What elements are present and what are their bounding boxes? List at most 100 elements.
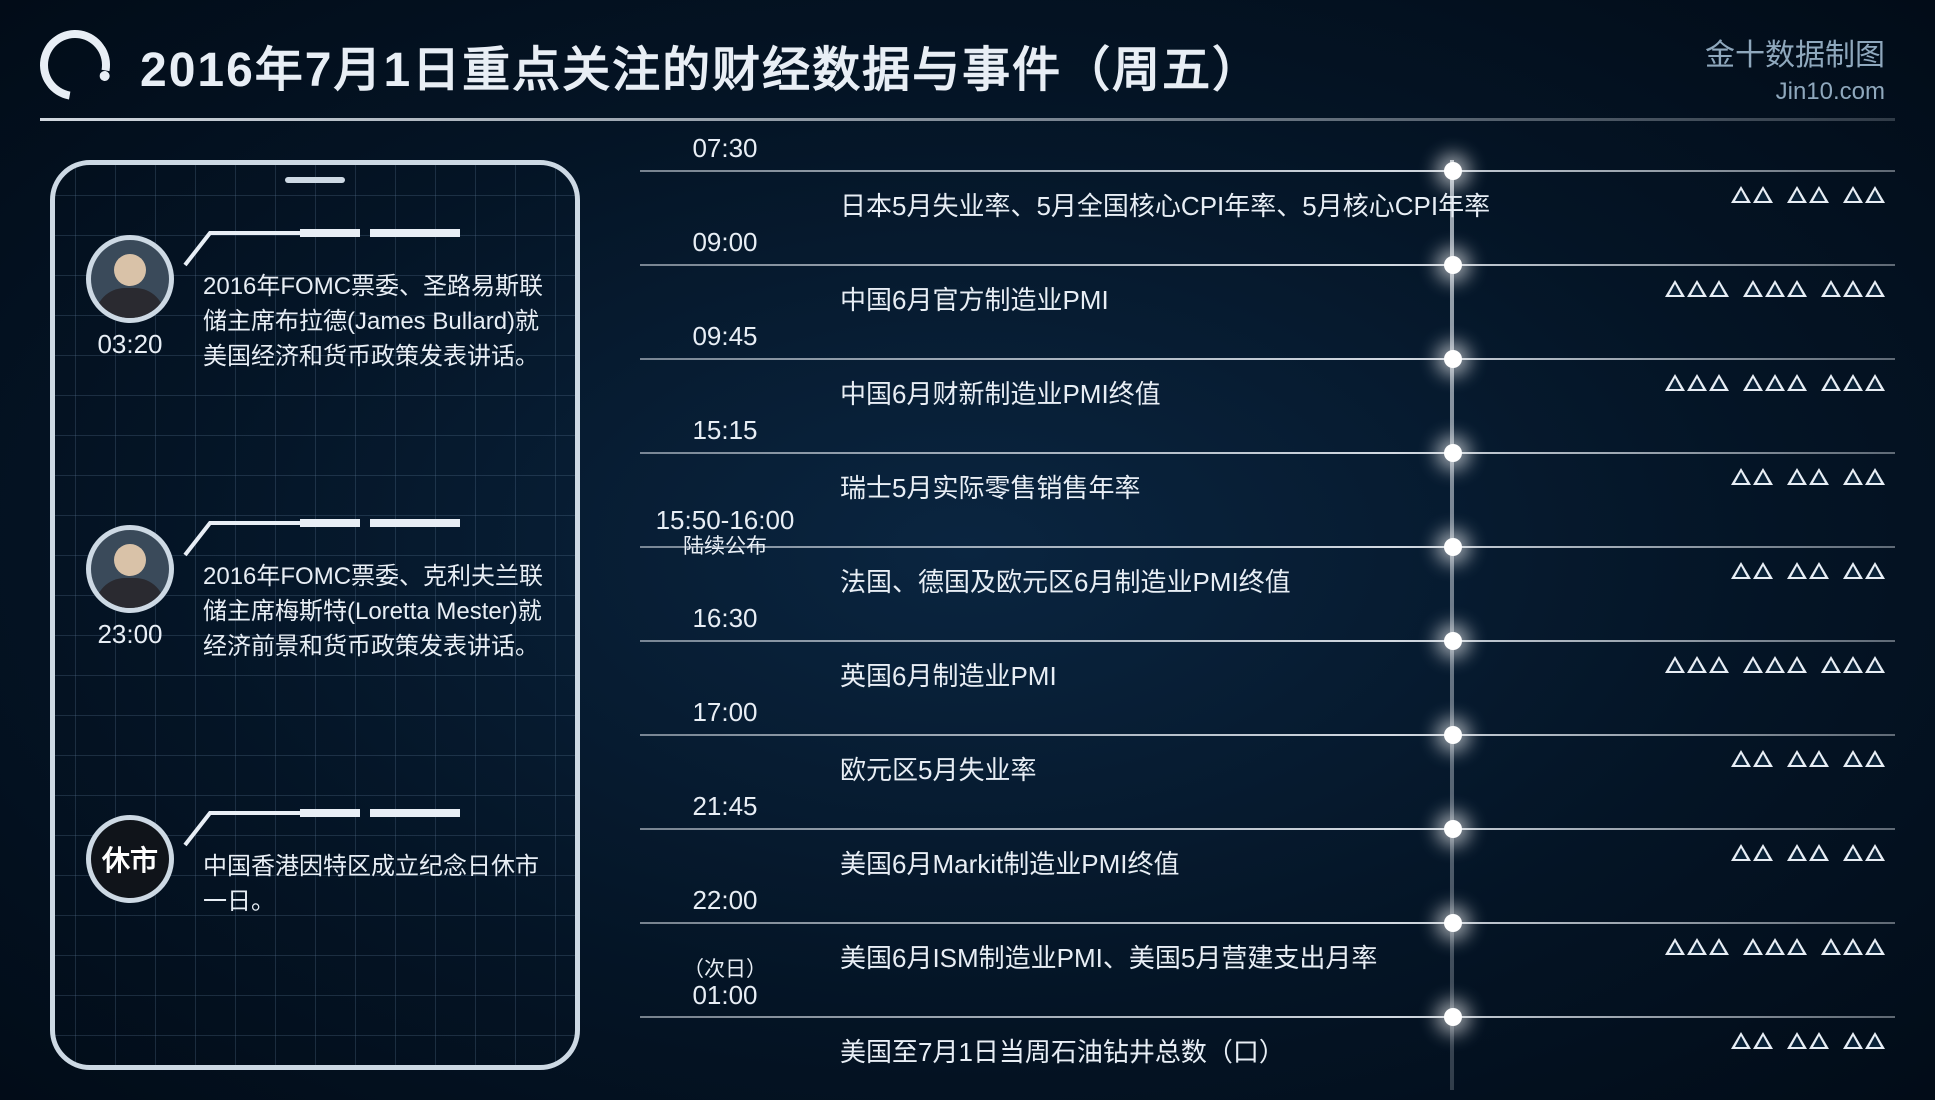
timeline-row-desc: 欧元区5月失业率: [840, 750, 1036, 787]
rating-group: [1787, 844, 1829, 861]
triangle-icon: [1787, 750, 1807, 767]
rating-group: [1665, 656, 1729, 673]
triangle-icon: [1687, 938, 1707, 955]
triangle-icon: [1787, 844, 1807, 861]
timeline-row-rating: [1731, 468, 1885, 485]
timeline: 07:30日本5月失业率、5月全国核心CPI年率、5月核心CPI年率09:00 中…: [640, 140, 1895, 1090]
triangle-icon: [1787, 656, 1807, 673]
rating-group: [1743, 656, 1807, 673]
timeline-row-time: 15:15: [640, 416, 810, 445]
triangle-icon: [1765, 938, 1785, 955]
header-underline: [40, 118, 1895, 121]
timeline-row-rating: [1731, 1032, 1885, 1049]
timeline-row-line: [640, 358, 1895, 360]
timeline-row-desc: 中国6月官方制造业PMI: [840, 280, 1109, 317]
timeline-row-desc: 美国6月ISM制造业PMI、美国5月营建支出月率: [840, 938, 1377, 975]
triangle-icon: [1843, 280, 1863, 297]
triangle-icon: [1787, 938, 1807, 955]
brand-block: 金十数据制图 Jin10.com: [1705, 30, 1885, 106]
triangle-icon: [1865, 468, 1885, 485]
triangle-icon: [1843, 374, 1863, 391]
timeline-row-rating: [1665, 938, 1885, 955]
triangle-icon: [1753, 750, 1773, 767]
triangle-icon: [1809, 844, 1829, 861]
triangle-icon: [1843, 656, 1863, 673]
timeline-node-icon: [1444, 632, 1462, 650]
timeline-row-desc: 中国6月财新制造业PMI终值: [840, 374, 1161, 411]
triangle-icon: [1743, 280, 1763, 297]
rating-group: [1787, 750, 1829, 767]
holiday-badge-icon: 休市: [86, 815, 174, 903]
rating-group: [1731, 844, 1773, 861]
triangle-icon: [1787, 374, 1807, 391]
rating-group: [1843, 844, 1885, 861]
triangle-icon: [1809, 186, 1829, 203]
timeline-row-rating: [1665, 656, 1885, 673]
triangle-icon: [1821, 656, 1841, 673]
rating-group: [1731, 562, 1773, 579]
triangle-icon: [1753, 562, 1773, 579]
triangle-icon: [1843, 468, 1863, 485]
timeline-row-line: [640, 1016, 1895, 1018]
side-panel: 03:202016年FOMC票委、圣路易斯联储主席布拉德(James Bulla…: [50, 160, 580, 1070]
triangle-icon: [1709, 374, 1729, 391]
rating-group: [1843, 750, 1885, 767]
rating-group: [1787, 186, 1829, 203]
brand-en: Jin10.com: [1705, 78, 1885, 106]
page-title: 2016年7月1日重点关注的财经数据与事件（周五）: [140, 30, 1262, 100]
triangle-icon: [1787, 186, 1807, 203]
timeline-row-time: 09:00: [640, 228, 810, 257]
timeline-node-icon: [1444, 538, 1462, 556]
side-event: 23:002016年FOMC票委、克利夫兰联储主席梅斯特(Loretta Mes…: [75, 525, 555, 715]
timeline-row-rating: [1731, 562, 1885, 579]
timeline-row: 16:30英国6月制造业PMI: [640, 610, 1895, 704]
rating-group: [1743, 280, 1807, 297]
rating-group: [1821, 374, 1885, 391]
triangle-icon: [1709, 656, 1729, 673]
timeline-row-line: [640, 452, 1895, 454]
triangle-icon: [1843, 938, 1863, 955]
triangle-icon: [1665, 938, 1685, 955]
triangle-icon: [1753, 844, 1773, 861]
header: 2016年7月1日重点关注的财经数据与事件（周五） 金十数据制图 Jin10.c…: [40, 30, 1895, 100]
triangle-icon: [1665, 280, 1685, 297]
timeline-row-line: [640, 640, 1895, 642]
triangle-icon: [1865, 280, 1885, 297]
triangle-icon: [1865, 186, 1885, 203]
timeline-row-line: [640, 828, 1895, 830]
rating-group: [1821, 656, 1885, 673]
timeline-row-desc: 瑞士5月实际零售销售年率: [840, 468, 1140, 505]
triangle-icon: [1743, 374, 1763, 391]
triangle-icon: [1753, 186, 1773, 203]
triangle-icon: [1753, 1032, 1773, 1049]
side-event-text: 2016年FOMC票委、圣路易斯联储主席布拉德(James Bullard)就美…: [203, 235, 555, 425]
timeline-row-desc: 日本5月失业率、5月全国核心CPI年率、5月核心CPI年率: [840, 186, 1490, 223]
rating-group: [1731, 750, 1773, 767]
triangle-icon: [1865, 750, 1885, 767]
side-event: 03:202016年FOMC票委、圣路易斯联储主席布拉德(James Bulla…: [75, 235, 555, 425]
timeline-node-icon: [1444, 1008, 1462, 1026]
speaker-avatar-icon: [86, 235, 174, 323]
timeline-row-time: 22:00: [640, 886, 810, 915]
rating-group: [1731, 1032, 1773, 1049]
timeline-node-icon: [1444, 726, 1462, 744]
timeline-row: 21:45美国6月Markit制造业PMI终值: [640, 798, 1895, 892]
triangle-icon: [1765, 374, 1785, 391]
triangle-icon: [1687, 280, 1707, 297]
side-event-avatar-col: 03:20: [75, 235, 185, 425]
timeline-row-time: 16:30: [640, 604, 810, 633]
triangle-icon: [1865, 844, 1885, 861]
side-event-avatar-col: 休市: [75, 815, 185, 1005]
timeline-node-icon: [1444, 162, 1462, 180]
timeline-node-icon: [1444, 914, 1462, 932]
timeline-row-time: （次日）01:00: [640, 958, 810, 1010]
rating-group: [1843, 468, 1885, 485]
triangle-icon: [1687, 374, 1707, 391]
timeline-row-rating: [1665, 280, 1885, 297]
timeline-row: 07:30日本5月失业率、5月全国核心CPI年率、5月核心CPI年率: [640, 140, 1895, 234]
timeline-row-desc: 美国至7月1日当周石油钻井总数（口）: [840, 1032, 1285, 1069]
rating-group: [1665, 374, 1729, 391]
connector-icon: [185, 515, 465, 555]
triangle-icon: [1743, 938, 1763, 955]
timeline-row-rating: [1731, 186, 1885, 203]
